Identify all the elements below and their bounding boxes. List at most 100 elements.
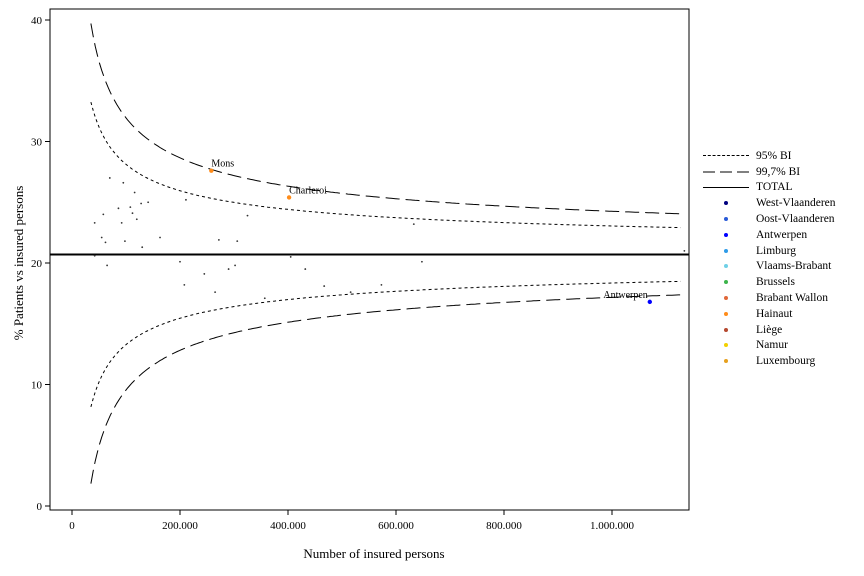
dot-icon — [724, 311, 728, 316]
dot-icon — [724, 280, 728, 285]
data-point — [122, 181, 125, 184]
data-points — [93, 177, 686, 300]
confidence-curves — [90, 23, 681, 484]
y-tick-label: 40 — [31, 15, 43, 27]
highlight-point — [286, 195, 292, 200]
y-axis: 0 10 20 30 40 — [31, 15, 50, 513]
legend-dot — [702, 260, 750, 272]
ci-curve-997-lower — [90, 294, 681, 484]
data-point — [129, 206, 132, 209]
data-point — [236, 240, 239, 243]
legend-dot — [702, 245, 750, 257]
data-point — [683, 249, 686, 252]
legend-dot — [702, 324, 750, 336]
data-point — [227, 268, 230, 270]
legend-item-total: TOTAL — [702, 180, 836, 196]
legend-item-region: Antwerpen — [702, 227, 836, 243]
data-point — [106, 264, 108, 267]
legend-item-region: Brussels — [702, 274, 836, 290]
legend-label: Luxembourg — [756, 355, 816, 368]
data-point — [217, 239, 220, 241]
legend-item-region: Luxembourg — [702, 353, 836, 369]
legend-label: Namur — [756, 339, 788, 352]
x-axis: 0 200.000 400.000 600.000 800.000 1.000.000 — [69, 510, 635, 532]
data-point — [323, 285, 326, 287]
data-point — [234, 264, 236, 267]
legend-dot — [702, 229, 750, 241]
legend-dot — [702, 339, 750, 351]
highlighted-points: Mons Charleroi Antwerpen — [209, 159, 652, 305]
long-dash-icon — [703, 171, 749, 173]
data-point — [183, 283, 186, 286]
legend-dot — [702, 276, 750, 288]
data-point — [104, 241, 107, 244]
y-tick-label: 20 — [31, 258, 43, 270]
data-point — [412, 223, 415, 226]
data-point — [263, 297, 266, 300]
legend-label: TOTAL — [756, 181, 793, 194]
dot-icon — [724, 296, 728, 301]
data-point — [135, 218, 138, 221]
legend-label: Brussels — [756, 276, 795, 289]
x-tick-label: 200.000 — [162, 520, 198, 532]
dot-icon — [724, 201, 728, 206]
ci-curve-95-upper — [90, 101, 681, 229]
legend-dot — [702, 197, 750, 209]
legend-label: 99,7% BI — [756, 165, 801, 178]
y-tick-label: 10 — [31, 380, 43, 392]
data-point — [102, 213, 105, 216]
data-point — [124, 240, 126, 243]
x-tick-label: 1.000.000 — [590, 520, 635, 532]
legend-dot — [702, 292, 750, 304]
point-label: Mons — [211, 159, 234, 170]
data-point — [117, 207, 120, 210]
legend-item-region: Vlaams-Brabant — [702, 259, 836, 275]
data-point — [349, 291, 352, 294]
y-tick-label: 0 — [37, 501, 43, 513]
x-tick-label: 0 — [69, 520, 75, 532]
point-label: Antwerpen — [603, 290, 647, 301]
legend-item-region: Namur — [702, 338, 836, 354]
legend: 95% BI 99,7% BI TOTAL West-Vlaanderen Oos… — [702, 148, 836, 369]
dot-icon — [724, 359, 728, 364]
data-point — [185, 198, 187, 201]
legend-label: Brabant Wallon — [756, 292, 828, 305]
data-point — [131, 212, 134, 215]
legend-regions: West-Vlaanderen Oost-Vlaanderen Antwerpen L… — [702, 195, 836, 369]
data-point — [133, 191, 136, 194]
y-axis-title: % Patients vs insured persons — [11, 186, 26, 341]
legend-label: 95% BI — [756, 149, 792, 162]
legend-label: Oost-Vlaanderen — [756, 213, 835, 226]
legend-label: West-Vlaanderen — [756, 197, 836, 210]
legend-label: Limburg — [756, 244, 797, 257]
data-point — [159, 236, 161, 239]
x-axis-title: Number of insured persons — [303, 546, 444, 561]
data-point — [141, 246, 144, 249]
data-point — [108, 177, 111, 179]
dot-icon — [724, 264, 728, 269]
data-point — [203, 273, 206, 275]
data-point — [289, 256, 292, 258]
dot-icon — [724, 232, 728, 237]
dot-icon — [724, 343, 728, 348]
legend-item-997: 99,7% BI — [702, 164, 836, 180]
x-tick-label: 600.000 — [378, 520, 414, 532]
legend-symbol-solid — [702, 181, 750, 193]
legend-label: Hainaut — [756, 307, 793, 320]
data-point — [246, 214, 249, 217]
legend-label: Liège — [756, 323, 783, 336]
legend-symbol-long-dash — [702, 166, 750, 178]
dot-icon — [724, 217, 728, 222]
plot-frame — [49, 8, 690, 511]
legend-label: Vlaams-Brabant — [756, 260, 832, 273]
legend-dot — [702, 213, 750, 225]
ci-curve-997-upper — [90, 23, 681, 215]
point-label: Charleroi — [289, 185, 327, 196]
highlight-point — [209, 168, 214, 173]
legend-item-region: West-Vlaanderen — [702, 195, 836, 211]
data-point — [93, 222, 96, 224]
legend-label: Antwerpen — [756, 228, 808, 241]
legend-item-region: Hainaut — [702, 306, 836, 322]
legend-item-region: Oost-Vlaanderen — [702, 211, 836, 227]
